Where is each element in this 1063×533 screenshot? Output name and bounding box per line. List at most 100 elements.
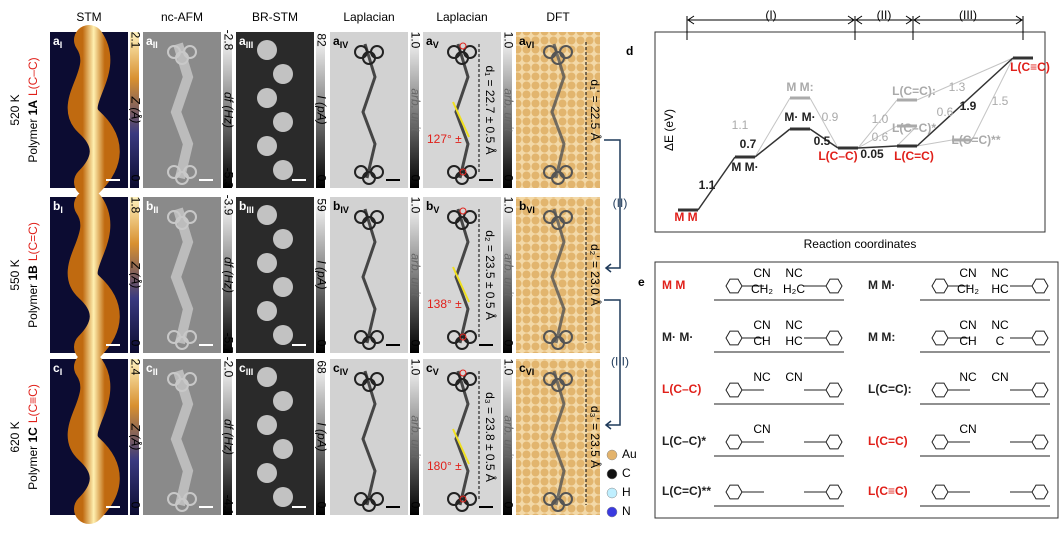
row-temperature: 620 K	[8, 421, 22, 452]
colorbar-max: 2.1	[128, 32, 142, 49]
barrier-label: 0.5	[814, 134, 831, 148]
state-label: M· M·	[784, 110, 815, 124]
colorbar	[503, 359, 512, 515]
legend-swatch	[606, 468, 618, 480]
functional-group: H₂C	[783, 282, 805, 296]
text-part: VI	[526, 205, 535, 215]
colorbar	[410, 197, 419, 353]
colorbar-min: -5.7	[221, 333, 235, 354]
row-label: 520 K Polymer 1A L(C–C)	[8, 57, 40, 162]
functional-group: NC	[959, 370, 977, 384]
molecular-backbone	[361, 208, 377, 344]
colorbar-unit: arb. unit	[501, 415, 515, 459]
functional-group: NC	[785, 318, 803, 332]
ring	[559, 492, 573, 506]
pathway	[896, 125, 918, 147]
benzene-ring	[931, 382, 949, 398]
colorbar-min: 0	[128, 502, 142, 509]
functional-group: C	[996, 334, 1005, 348]
text-part: V	[433, 205, 439, 215]
molecular-backbone	[170, 42, 194, 180]
distance-label: d₁ = 22.7 ± 0.5 Å	[483, 65, 498, 154]
colorbar-max: 1.8	[128, 197, 142, 214]
functional-group: CH	[959, 334, 976, 348]
species-name: L(C=C)**	[662, 484, 711, 498]
functional-group: CH	[753, 334, 770, 348]
barrier-label: 1.3	[949, 80, 966, 94]
column-header: BR-STM	[252, 10, 298, 24]
ring	[559, 165, 573, 179]
transition-arrow	[604, 139, 621, 273]
colorbar-unit: arb. unit	[408, 88, 422, 132]
pathway	[857, 125, 898, 149]
ring	[370, 45, 384, 59]
text-part: I	[60, 367, 63, 377]
angle-label: 180° ±	[427, 459, 462, 473]
br-stm-feature	[257, 253, 277, 273]
angle-label: 127° ±	[427, 132, 462, 146]
colorbar	[410, 359, 419, 515]
panel-label: bII	[146, 199, 158, 215]
colorbar-min: -5.3	[221, 168, 235, 189]
panel-label: bIV	[333, 199, 349, 215]
row-label: 620 K Polymer 1C L(C≡C)	[8, 384, 40, 490]
colorbar-max: 1.0	[408, 32, 422, 49]
barrier-label: 0.9	[822, 110, 839, 124]
molecular-backbone	[550, 370, 566, 506]
text-part: 1A	[26, 100, 40, 116]
legend-swatch	[606, 449, 618, 461]
colorbar-min: 0	[314, 502, 328, 509]
benzene-ring	[931, 278, 949, 294]
pathway	[916, 57, 1014, 101]
colorbar-max: 1.0	[408, 197, 422, 214]
ring	[183, 372, 197, 386]
functional-group: CH₂	[751, 282, 773, 296]
species-name: L(C=C)	[868, 434, 908, 448]
barrier-label: 0.6	[872, 130, 889, 144]
benzene-ring	[725, 382, 743, 398]
image-panel	[236, 359, 314, 515]
text-part: Polymer	[26, 115, 40, 162]
text-part: a	[519, 34, 526, 48]
panel-label: cII	[146, 361, 158, 377]
y-axis-label: ΔE (eV)	[662, 109, 676, 151]
species-name: L(C–C)*	[662, 434, 706, 448]
benzene-ring	[1031, 278, 1049, 294]
species-name: M M	[662, 278, 685, 292]
colorbar-min: 0	[501, 175, 515, 182]
row-polymer: Polymer 1B L(C=C)	[26, 222, 40, 328]
functional-group: CN	[959, 266, 976, 280]
panel-label: bI	[53, 199, 63, 215]
br-stm-feature	[257, 205, 277, 225]
pathway	[857, 99, 898, 149]
ring	[463, 372, 477, 386]
species-name: L(C=C):	[868, 382, 912, 396]
legend-label: N	[622, 504, 631, 518]
text-part: b	[519, 199, 526, 213]
functional-group: CN	[753, 266, 770, 280]
br-stm-feature	[257, 88, 277, 108]
br-stm-feature	[273, 487, 293, 507]
text-part: III	[246, 367, 254, 377]
text-part: I	[60, 205, 63, 215]
dft-distance-label: d₁' = 22.5 Å	[588, 79, 603, 140]
br-stm-feature	[257, 301, 277, 321]
panel-label: cI	[53, 361, 62, 377]
arrow-heads	[913, 15, 1023, 25]
benzene-ring	[931, 484, 949, 500]
image-panel	[236, 32, 314, 188]
barrier-label: 1.9	[960, 99, 977, 113]
text-part: a	[333, 34, 340, 48]
text-part: IV	[340, 205, 349, 215]
text-part: IV	[340, 40, 349, 50]
text-part: b	[426, 199, 433, 213]
colorbar-min: 0	[314, 175, 328, 182]
br-stm-feature	[273, 391, 293, 411]
colorbar	[503, 32, 512, 188]
column-header: nc-AFM	[161, 10, 203, 24]
pathway	[809, 128, 839, 149]
panel-label: aVI	[519, 34, 534, 50]
benzene-ring	[1031, 434, 1049, 450]
pathway	[697, 156, 736, 211]
legend-label: Au	[622, 447, 637, 461]
